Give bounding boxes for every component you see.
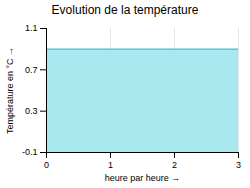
svg-text:0.3: 0.3 [25,106,38,116]
svg-text:Température en °C →: Température en °C → [5,47,15,134]
svg-text:3: 3 [236,160,241,170]
html-text:Evolution de la température: Evolution de la température [51,3,199,17]
svg-text:2: 2 [172,160,177,170]
svg-text:0: 0 [44,160,49,170]
svg-text:heure par heure →: heure par heure → [105,173,181,183]
svg-text:0.7: 0.7 [25,65,38,75]
svg-text:1: 1 [108,160,113,170]
svg-text:1.1: 1.1 [25,23,38,33]
svg-text:-0.1: -0.1 [22,147,38,157]
